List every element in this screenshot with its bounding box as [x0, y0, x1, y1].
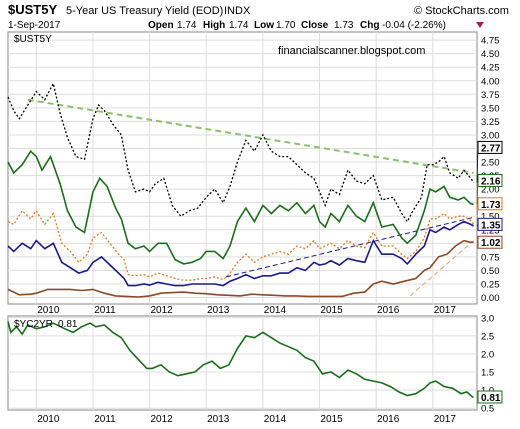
y-tick-label: 2.5: [481, 331, 494, 342]
y-tick-label: 1.5: [481, 368, 494, 379]
series-line-yr2: [7, 220, 474, 287]
end-label-mo3: 1.02: [477, 235, 503, 249]
series-line-yr3: [7, 209, 475, 281]
main-end-labels: 2.77 2.16 1.73 1.35 1.02: [476, 140, 503, 249]
x-tick-label: 2011: [94, 305, 116, 316]
end-label-yc2yr: 0.81: [477, 390, 503, 404]
x-tick-label: 2017: [434, 305, 457, 316]
series-line-yr5: [7, 149, 474, 265]
y-tick-label: 4.75: [481, 36, 500, 47]
end-label-connector: [476, 180, 479, 205]
lower-series-group: [7, 321, 474, 398]
x-tick-label: 2015: [320, 414, 343, 425]
y-tick-label: 3.25: [481, 117, 500, 128]
y-tick-label: 4.25: [481, 63, 500, 74]
lower-panel: [7, 315, 478, 411]
y-tick-label: 3.75: [481, 90, 500, 101]
end-label-connector: [476, 203, 479, 225]
high-value: 1.74: [229, 20, 249, 31]
y-tick-label: 0.25: [481, 279, 500, 290]
end-label-connector: [476, 147, 479, 183]
open-label: Open: [148, 20, 174, 31]
series-line-yc2yr: [7, 321, 474, 398]
close-label: Close: [301, 20, 329, 31]
mid-x-axis: 2010 2011 2012 2013 2014 2015 2016 2017: [37, 305, 456, 316]
y-tick-label: 2.00: [481, 185, 500, 196]
end-label-yr10: 2.77: [476, 140, 503, 183]
end-label-text: 0.81: [481, 393, 501, 404]
end-label-yr2: 1.35: [476, 217, 503, 231]
low-value: 1.70: [276, 20, 296, 31]
main-legend: $UST5Y: [14, 34, 52, 45]
y-tick-label: 2.0: [481, 349, 494, 360]
close-value: 1.73: [334, 20, 354, 31]
y-tick-label: 3.50: [481, 103, 500, 114]
x-tick-label: 2010: [37, 414, 60, 425]
main-panel: [7, 31, 478, 305]
lower-end-labels: 0.81: [477, 390, 503, 404]
exchange-label: INDX: [224, 5, 251, 17]
x-tick-label: 2011: [94, 414, 116, 425]
x-tick-label: 2016: [377, 305, 400, 316]
y-tick-label: 1.50: [481, 212, 500, 223]
x-tick-label: 2017: [434, 414, 457, 425]
low-label: Low: [254, 20, 274, 31]
date-label: 1-Sep-2017: [8, 20, 61, 31]
y-tick-label: 4.50: [481, 49, 500, 60]
bottom-x-axis: 2010 2011 2012 2013 2014 2015 2016 2017: [37, 414, 456, 425]
end-label-text: 2.77: [481, 143, 501, 154]
trendline: [225, 216, 474, 278]
y-tick-label: 0.75: [481, 252, 500, 263]
x-tick-label: 2012: [150, 414, 173, 425]
y-tick-label: 2.50: [481, 158, 500, 169]
x-tick-label: 2014: [264, 305, 287, 316]
x-tick-label: 2012: [150, 305, 173, 316]
lower-legend-value: 0.81: [58, 319, 78, 330]
chg-value: -0.04 (-2.26%): [382, 20, 446, 31]
chg-label: Chg: [360, 20, 379, 31]
x-tick-label: 2015: [320, 305, 343, 316]
end-label-text: 1.73: [481, 200, 501, 211]
y-tick-label: 3.00: [481, 130, 500, 141]
y-tick-label: 0.5: [481, 404, 494, 415]
watermark-text: financialscanner.blogspot.com: [278, 45, 425, 57]
end-label-text: 1.02: [481, 238, 501, 249]
end-label-yr3: 1.73: [476, 197, 503, 225]
main-y-axis: 0.000.250.500.751.001.251.501.752.002.25…: [481, 36, 500, 304]
x-tick-label: 2014: [264, 414, 287, 425]
end-label-text: 2.16: [481, 176, 501, 187]
down-arrow-icon: [476, 22, 484, 28]
trendline: [409, 240, 474, 297]
y-tick-label: 0.50: [481, 266, 500, 277]
chart-title: 5-Year US Treasury Yield (EOD): [66, 5, 223, 17]
open-value: 1.74: [177, 20, 197, 31]
high-label: High: [203, 20, 225, 31]
x-tick-label: 2013: [207, 305, 230, 316]
end-label-text: 1.35: [481, 220, 501, 231]
y-tick-label: 0.00: [481, 293, 500, 304]
end-label-connector: [476, 224, 479, 227]
trendline: [27, 98, 474, 174]
y-tick-label: 4.00: [481, 76, 500, 87]
y-tick-label: 3.0: [481, 313, 494, 324]
symbol-label: $UST5Y: [8, 2, 57, 17]
main-series-group: [7, 81, 475, 298]
copyright-text: © StockCharts.com: [414, 5, 509, 17]
lower-legend: $YC2YR: [14, 319, 53, 330]
x-tick-label: 2010: [37, 305, 60, 316]
end-label-yr5: 2.16: [476, 173, 503, 205]
main-grid: [8, 32, 477, 304]
series-line-mo3: [7, 239, 474, 298]
series-line-yr10: [7, 81, 475, 223]
x-tick-label: 2016: [377, 414, 400, 425]
x-tick-label: 2013: [207, 414, 230, 425]
